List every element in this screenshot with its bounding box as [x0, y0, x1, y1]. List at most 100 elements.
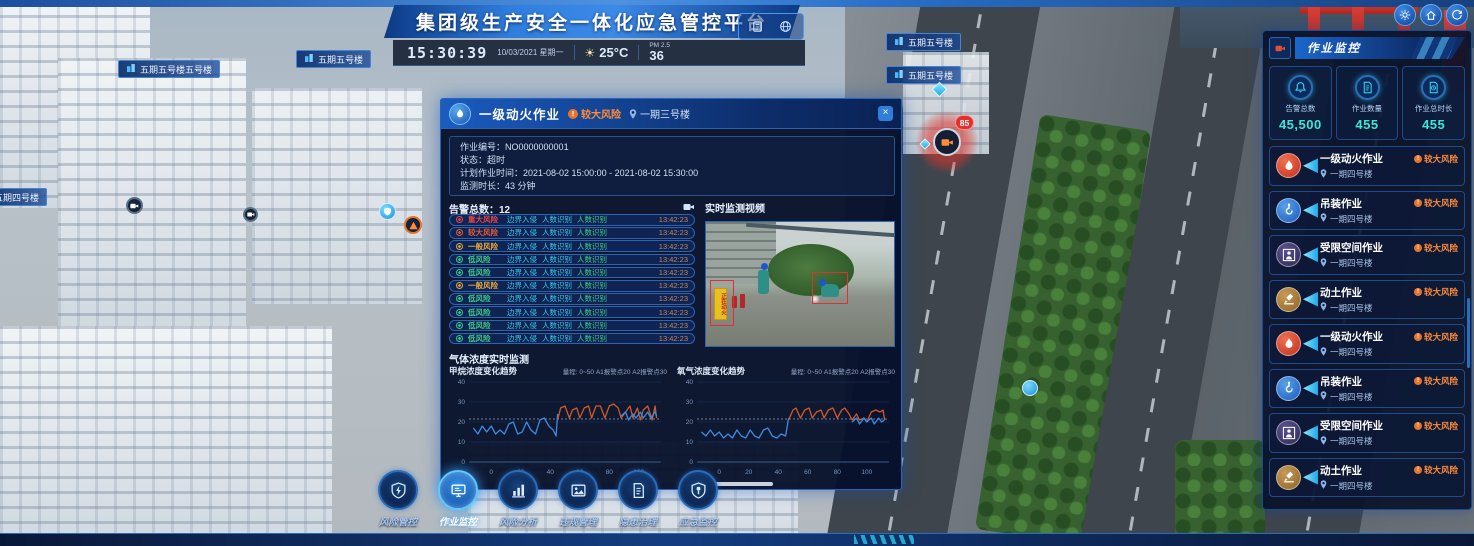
- warning-icon: !: [1413, 288, 1422, 297]
- nav-item-3[interactable]: 风险分析: [492, 470, 544, 536]
- camera-marker[interactable]: [243, 207, 258, 222]
- nav-item-4[interactable]: 违规管理: [552, 470, 604, 536]
- job-card-earth[interactable]: 动土作业 ! 较大风险 一期四号楼: [1269, 457, 1465, 497]
- bar-chart-icon[interactable]: [498, 470, 538, 510]
- alarm-type: 人数识别: [577, 254, 607, 264]
- map-label-text: 五期四号楼: [0, 192, 40, 203]
- alarm-row[interactable]: 低风险 边界入侵 人数识别 人数识别 13:42:23: [449, 332, 695, 345]
- svg-text:80: 80: [606, 469, 614, 476]
- job-card-earth[interactable]: 动土作业 ! 较大风险 一期四号楼: [1269, 279, 1465, 319]
- alarm-type: 人数识别: [577, 281, 607, 291]
- nav-item-1[interactable]: 风险管控: [372, 470, 424, 536]
- close-button[interactable]: ×: [878, 106, 893, 121]
- risk-level: 低风险: [468, 254, 491, 264]
- stat-value: 455: [1355, 116, 1379, 132]
- alarm-row[interactable]: 一般风险 边界入侵 人数识别 人数识别 13:42:23: [449, 279, 695, 292]
- shield-pin-icon[interactable]: [678, 470, 718, 510]
- job-card-confined[interactable]: 受限空间作业 ! 较大风险 一期四号楼: [1269, 235, 1465, 275]
- nav-item-5[interactable]: 隐患治理: [612, 470, 664, 536]
- building-doc-button[interactable]: [747, 17, 767, 37]
- horn-icon: [1303, 158, 1318, 174]
- logout-button[interactable]: [1446, 4, 1468, 26]
- shield-bolt-icon[interactable]: [378, 470, 418, 510]
- job-card-confined[interactable]: 受限空间作业 ! 较大风险 一期四号楼: [1269, 413, 1465, 453]
- svg-text:100: 100: [861, 469, 872, 476]
- live-video[interactable]: 正在动火: [705, 221, 895, 347]
- alarm-time: 13:42:23: [658, 307, 688, 317]
- warning-icon: !: [1413, 466, 1422, 475]
- alarm-time: 13:42:23: [658, 241, 688, 251]
- risk-level: 低风险: [468, 320, 491, 330]
- pm-label: PM 2.5: [649, 41, 670, 49]
- horizontal-scrollbar[interactable]: [691, 482, 773, 486]
- alarm-row[interactable]: 较大风险 边界入侵 人数识别 人数识别 13:42:23: [449, 227, 695, 239]
- settings-button[interactable]: [1394, 4, 1416, 26]
- gas-section-title: 气体浓度实时监测: [449, 355, 529, 366]
- location-pin-icon: [1320, 258, 1327, 269]
- job-title: 动土作业: [1320, 464, 1362, 477]
- job-card-fire[interactable]: 一级动火作业 ! 较大风险 一期四号楼: [1269, 324, 1465, 364]
- job-card-fire[interactable]: 一级动火作业 ! 较大风险 一期四号楼: [1269, 146, 1465, 186]
- alarm-row[interactable]: 低风险 边界入侵 人数识别 人数识别 13:42:23: [449, 253, 695, 266]
- risk-level-icon: [456, 216, 463, 224]
- alarm-time: 13:42:23: [658, 320, 688, 330]
- chart-title: 氧气浓度变化趋势: [677, 366, 746, 376]
- job-card-body: 动土作业 ! 较大风险 一期四号楼: [1320, 463, 1458, 492]
- settings-icon: [1399, 9, 1411, 21]
- alarm-row[interactable]: 低风险 边界入侵 人数识别 人数识别 13:42:23: [449, 266, 695, 279]
- nav-item-2[interactable]: 作业监控: [432, 470, 484, 536]
- camera-marker[interactable]: [126, 197, 143, 214]
- alarm-row[interactable]: 低风险 边界入侵 人数识别 人数识别 13:42:23: [449, 306, 695, 318]
- weather: ☀ 25°C: [584, 45, 629, 60]
- alarm-type: 人数识别: [577, 333, 607, 343]
- svg-text:40: 40: [547, 469, 555, 476]
- alarm-type: 边界入侵: [507, 281, 537, 291]
- alarm-row[interactable]: 低风险 边界入侵 人数识别 人数识别 13:42:23: [449, 293, 695, 305]
- map-label[interactable]: 五期四号楼: [0, 188, 48, 206]
- job-location: 一期四号楼: [1330, 347, 1373, 358]
- svg-text:10: 10: [686, 439, 694, 446]
- risk-level: 低风险: [468, 307, 491, 317]
- map-label[interactable]: 五期五号楼五号楼: [118, 60, 221, 78]
- panel-header: 作业监控: [1269, 36, 1465, 60]
- alarm-row[interactable]: 重大风险 边界入侵 人数识别 人数识别 13:42:23: [449, 214, 695, 226]
- shield-marker[interactable]: [379, 203, 396, 220]
- risk-level: 一般风险: [468, 241, 498, 251]
- home-button[interactable]: [1420, 4, 1442, 26]
- alarm-row[interactable]: 一般风险 边界入侵 人数识别 人数识别 13:42:23: [449, 240, 695, 252]
- risk-badge: ! 较大风险: [568, 106, 621, 121]
- alarm-camera-marker[interactable]: [933, 128, 961, 156]
- building-icon: [894, 69, 904, 81]
- globe-button[interactable]: [775, 17, 795, 37]
- alarm-row[interactable]: 低风险 边界入侵 人数识别 人数识别 13:42:23: [449, 319, 695, 332]
- nav-item-6[interactable]: 应急监控: [672, 470, 724, 536]
- job-risk-badge: ! 较大风险: [1413, 464, 1458, 476]
- job-card-hoist[interactable]: 吊装作业 ! 较大风险 一期四号楼: [1269, 190, 1465, 230]
- video-camera-icon[interactable]: [683, 199, 695, 217]
- trees: [1175, 440, 1265, 540]
- job-card-hoist[interactable]: 吊装作业 ! 较大风险 一期四号楼: [1269, 368, 1465, 408]
- map-label[interactable]: 五期五号楼: [886, 66, 962, 84]
- job-monitor-panel: 作业监控 告警总数 45,500 作业数量 455 作业总时长 455 一级动火作业 ! 较大…: [1262, 30, 1472, 510]
- job-time-icon: [1421, 74, 1447, 100]
- map-label[interactable]: 五期五号楼: [296, 50, 372, 68]
- stat-card: 作业总时长 455: [1402, 66, 1466, 140]
- camera-icon: [246, 212, 254, 217]
- divider: [573, 45, 575, 60]
- job-card-body: 一级动火作业 ! 较大风险 一期四号楼: [1320, 329, 1458, 358]
- oxygen-chart: 氧气浓度变化趋势 量程: 0~50 A1报警点20 A2报警点30 0 10 20 3…: [677, 365, 895, 482]
- warning-marker[interactable]: [404, 216, 422, 234]
- alarm-type: 人数识别: [542, 294, 572, 304]
- panel-title: 作业监控: [1307, 43, 1361, 55]
- map-label[interactable]: 五期五号楼: [886, 33, 962, 51]
- panel-title-bar: 作业监控: [1295, 37, 1465, 59]
- photo-icon[interactable]: [558, 470, 598, 510]
- chart-range: 量程: 0~50 A1报警点20 A2报警点30: [790, 369, 895, 376]
- monitor-icon[interactable]: [438, 470, 478, 510]
- alarm-time: 13:42:23: [658, 215, 688, 225]
- cyan-marker[interactable]: [1022, 380, 1038, 396]
- panel-scrollbar[interactable]: [1467, 298, 1470, 368]
- document-icon[interactable]: [618, 470, 658, 510]
- job-location: 一期四号楼: [1330, 258, 1373, 269]
